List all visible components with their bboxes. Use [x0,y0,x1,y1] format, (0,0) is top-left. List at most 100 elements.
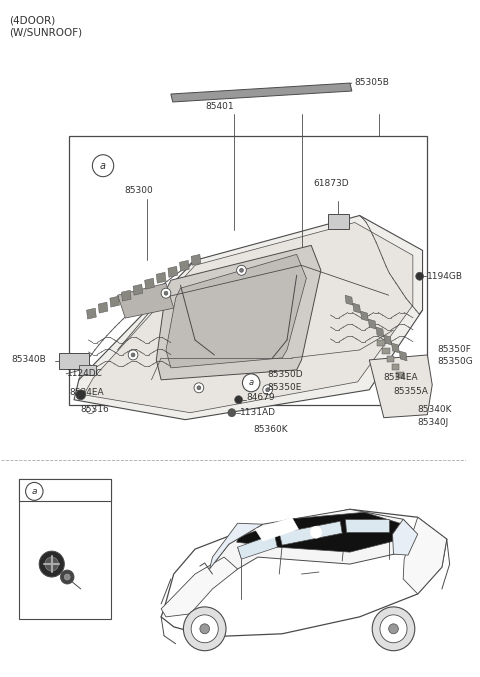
Bar [377,340,385,346]
Circle shape [191,615,218,642]
Polygon shape [98,302,108,313]
Polygon shape [376,327,384,337]
Bar [19,479,111,502]
Text: 85316: 85316 [81,406,109,414]
Polygon shape [237,512,403,552]
Polygon shape [86,308,96,319]
Text: 85350E: 85350E [268,383,302,392]
Polygon shape [238,534,277,559]
Circle shape [164,291,168,295]
Polygon shape [156,245,321,380]
Text: 85340B: 85340B [11,355,46,364]
Polygon shape [118,283,174,318]
Polygon shape [392,343,399,353]
Polygon shape [133,284,143,295]
Text: 85355A: 85355A [394,387,428,396]
Circle shape [161,288,171,298]
Polygon shape [279,521,342,545]
Text: a: a [249,378,254,387]
Circle shape [242,374,260,392]
Circle shape [197,386,201,390]
Circle shape [39,551,64,577]
Circle shape [389,624,398,634]
Text: 85350D: 85350D [268,370,303,379]
Bar [396,372,404,378]
Circle shape [263,385,273,395]
Circle shape [183,607,226,651]
Text: 85401: 85401 [205,102,234,112]
Circle shape [194,383,204,393]
Bar [60,353,88,369]
Circle shape [45,557,59,571]
Text: 1124DC: 1124DC [67,370,103,378]
Polygon shape [74,215,422,420]
Circle shape [92,155,114,177]
Text: 84679: 84679 [246,393,275,402]
Polygon shape [161,557,238,617]
Polygon shape [345,519,389,532]
Circle shape [64,574,70,580]
Polygon shape [369,355,432,418]
Polygon shape [161,509,447,637]
Polygon shape [156,272,166,283]
Circle shape [131,353,135,357]
Bar [387,356,395,362]
Circle shape [380,615,407,642]
Polygon shape [353,303,360,313]
Polygon shape [191,255,201,265]
Bar [392,364,399,370]
Polygon shape [393,519,418,555]
Polygon shape [403,517,447,594]
Text: 8534EA: 8534EA [69,389,104,397]
Polygon shape [144,278,155,289]
Bar [79,365,96,375]
Text: 85300: 85300 [124,186,153,195]
Text: a: a [32,487,37,496]
Polygon shape [171,83,352,102]
Text: (4DOOR): (4DOOR) [9,16,55,25]
Circle shape [372,607,415,651]
Bar [19,479,111,619]
Circle shape [25,483,43,500]
Text: 85340K: 85340K [418,406,452,414]
Circle shape [240,268,243,272]
Bar [382,348,390,354]
Polygon shape [360,311,368,321]
Polygon shape [121,290,131,301]
Polygon shape [210,523,263,569]
Polygon shape [168,266,178,278]
Circle shape [76,390,85,399]
Text: 85350G: 85350G [437,357,473,366]
Polygon shape [110,296,120,307]
Polygon shape [166,255,306,368]
Polygon shape [399,351,407,361]
Circle shape [60,570,74,584]
Text: (W/SUNROOF): (W/SUNROOF) [9,27,82,37]
Circle shape [86,406,95,414]
Text: 8534EA: 8534EA [384,373,419,383]
Text: 85340J: 85340J [418,418,449,427]
Polygon shape [384,335,392,345]
Polygon shape [207,509,418,577]
Polygon shape [255,517,299,541]
Circle shape [228,409,236,416]
Text: 1194GB: 1194GB [427,271,463,281]
Circle shape [266,388,270,392]
Text: 1131AD: 1131AD [240,408,276,417]
Circle shape [128,350,138,360]
Text: 85350F: 85350F [437,345,471,355]
Polygon shape [84,223,413,413]
Bar [69,136,427,405]
Circle shape [310,526,322,538]
Circle shape [235,396,242,403]
Polygon shape [345,295,353,305]
Polygon shape [180,261,189,271]
Text: 85305B: 85305B [355,78,390,87]
Bar [328,213,349,230]
Text: a: a [100,160,106,171]
Text: 61873D: 61873D [313,179,349,188]
Text: 85360K: 85360K [253,425,288,434]
Circle shape [237,265,246,276]
Polygon shape [368,319,376,329]
Circle shape [416,272,423,280]
